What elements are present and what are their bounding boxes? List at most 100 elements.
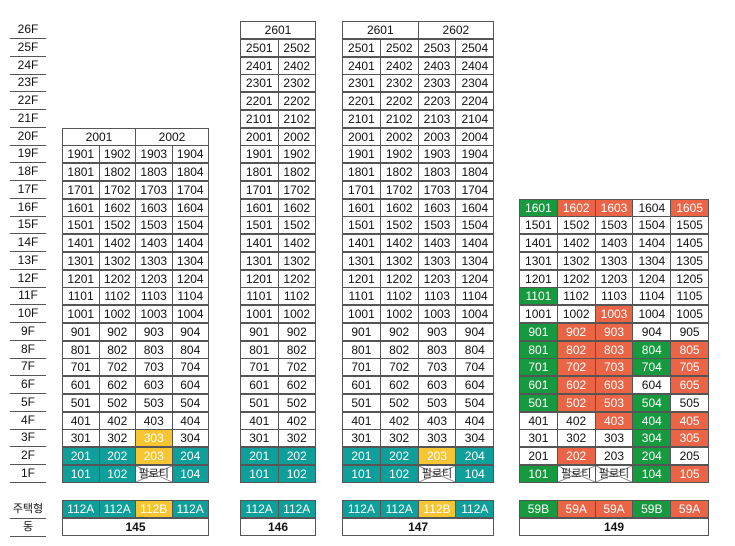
- unit-cell[interactable]: 2302: [277, 74, 316, 93]
- unit-cell[interactable]: 901: [240, 322, 279, 341]
- unit-cell[interactable]: 705: [670, 358, 709, 377]
- unit-cell[interactable]: 1102: [277, 287, 316, 306]
- unit-cell[interactable]: 1901: [342, 145, 381, 164]
- unit-cell[interactable]: 504: [171, 393, 209, 412]
- unit-cell[interactable]: 1004: [632, 305, 672, 323]
- unit-cell[interactable]: 601: [342, 376, 381, 394]
- unit-cell[interactable]: 1201: [342, 269, 381, 288]
- unit-cell[interactable]: 1501: [519, 216, 558, 235]
- unit-cell[interactable]: 1205: [670, 269, 709, 288]
- unit-cell[interactable]: 2001: [342, 127, 381, 146]
- unit-cell[interactable]: 2202: [277, 92, 316, 110]
- unit-cell[interactable]: 902: [556, 322, 596, 341]
- unit-cell[interactable]: 1305: [670, 251, 709, 270]
- unit-cell[interactable]: 802: [277, 340, 316, 359]
- unit-cell[interactable]: 1002: [98, 305, 136, 323]
- unit-cell[interactable]: 402: [98, 411, 136, 430]
- unit-cell[interactable]: 303: [594, 429, 634, 448]
- unit-cell[interactable]: 1903: [135, 145, 173, 164]
- unit-cell[interactable]: 604: [455, 376, 495, 394]
- unit-cell[interactable]: 1402: [556, 234, 596, 252]
- unit-cell[interactable]: 302: [277, 429, 316, 448]
- unit-cell[interactable]: 1804: [455, 163, 495, 181]
- unit-cell[interactable]: 305: [670, 429, 709, 448]
- unit-cell[interactable]: 404: [455, 411, 495, 430]
- unit-cell[interactable]: 1901: [240, 145, 279, 164]
- unit-cell[interactable]: 501: [519, 393, 558, 412]
- unit-cell[interactable]: 902: [277, 322, 316, 341]
- unit-cell[interactable]: 1004: [455, 305, 495, 323]
- unit-cell[interactable]: 605: [670, 376, 709, 394]
- unit-cell[interactable]: 1902: [379, 145, 419, 164]
- unit-cell[interactable]: 502: [556, 393, 596, 412]
- unit-cell[interactable]: 1604: [632, 198, 672, 217]
- unit-cell[interactable]: 602: [98, 376, 136, 394]
- unit-cell[interactable]: 102: [98, 464, 136, 483]
- unit-cell[interactable]: 602: [379, 376, 419, 394]
- unit-cell[interactable]: 503: [135, 393, 173, 412]
- unit-cell[interactable]: 2104: [455, 109, 495, 128]
- unit-cell[interactable]: 701: [62, 358, 100, 377]
- unit-cell[interactable]: 202: [379, 447, 419, 465]
- unit-cell[interactable]: 1904: [171, 145, 209, 164]
- unit-cell[interactable]: 2203: [417, 92, 457, 110]
- unit-cell[interactable]: 204: [455, 447, 495, 465]
- unit-cell[interactable]: 1102: [98, 287, 136, 306]
- unit-cell[interactable]: 2103: [417, 109, 457, 128]
- unit-cell[interactable]: 1502: [277, 216, 316, 235]
- unit-cell[interactable]: 701: [342, 358, 381, 377]
- unit-cell[interactable]: 1504: [455, 216, 495, 235]
- unit-cell[interactable]: 703: [594, 358, 634, 377]
- unit-cell[interactable]: 501: [342, 393, 381, 412]
- unit-cell[interactable]: 2501: [240, 38, 279, 57]
- unit-cell[interactable]: 1602: [556, 198, 596, 217]
- unit-cell[interactable]: 1704: [171, 180, 209, 199]
- unit-cell[interactable]: 2501: [342, 38, 381, 57]
- unit-cell[interactable]: 1204: [455, 269, 495, 288]
- unit-cell[interactable]: 602: [556, 376, 596, 394]
- unit-cell[interactable]: 202: [556, 447, 596, 465]
- unit-cell[interactable]: 1001: [519, 305, 558, 323]
- unit-cell[interactable]: 202: [98, 447, 136, 465]
- unit-cell[interactable]: 1002: [556, 305, 596, 323]
- unit-cell[interactable]: 803: [594, 340, 634, 359]
- unit-cell[interactable]: 1601: [240, 198, 279, 217]
- unit-cell[interactable]: 105: [670, 464, 709, 483]
- unit-cell[interactable]: 2503: [417, 38, 457, 57]
- unit-cell[interactable]: 2003: [417, 127, 457, 146]
- unit-cell[interactable]: 303: [417, 429, 457, 448]
- unit-cell[interactable]: 2101: [342, 109, 381, 128]
- unit-cell[interactable]: 1105: [670, 287, 709, 306]
- unit-cell[interactable]: 203: [417, 447, 457, 465]
- unit-cell[interactable]: 1604: [171, 198, 209, 217]
- unit-cell[interactable]: 101: [62, 464, 100, 483]
- unit-cell[interactable]: 104: [171, 464, 209, 483]
- unit-cell[interactable]: 1201: [240, 269, 279, 288]
- unit-cell[interactable]: 1701: [62, 180, 100, 199]
- unit-cell[interactable]: 1403: [594, 234, 634, 252]
- unit-cell[interactable]: 2404: [455, 56, 495, 75]
- unit-cell[interactable]: 301: [62, 429, 100, 448]
- unit-cell[interactable]: 805: [670, 340, 709, 359]
- unit-cell[interactable]: 702: [98, 358, 136, 377]
- unit-cell[interactable]: 1304: [455, 251, 495, 270]
- unit-cell[interactable]: 204: [171, 447, 209, 465]
- unit-cell[interactable]: 304: [171, 429, 209, 448]
- unit-cell[interactable]: 503: [417, 393, 457, 412]
- unit-cell[interactable]: 802: [98, 340, 136, 359]
- unit-cell[interactable]: 1502: [379, 216, 419, 235]
- unit-cell[interactable]: 1304: [171, 251, 209, 270]
- unit-cell[interactable]: 1804: [171, 163, 209, 181]
- unit-cell[interactable]: 2004: [455, 127, 495, 146]
- unit-cell[interactable]: 1703: [417, 180, 457, 199]
- unit-cell[interactable]: 301: [519, 429, 558, 448]
- unit-cell[interactable]: 1302: [98, 251, 136, 270]
- unit-cell[interactable]: 1203: [417, 269, 457, 288]
- unit-cell[interactable]: 1202: [277, 269, 316, 288]
- unit-cell[interactable]: 505: [670, 393, 709, 412]
- unit-cell[interactable]: 1404: [171, 234, 209, 252]
- unit-cell[interactable]: 201: [240, 447, 279, 465]
- unit-cell[interactable]: 1403: [417, 234, 457, 252]
- unit-cell[interactable]: 2201: [240, 92, 279, 110]
- unit-cell[interactable]: 1002: [379, 305, 419, 323]
